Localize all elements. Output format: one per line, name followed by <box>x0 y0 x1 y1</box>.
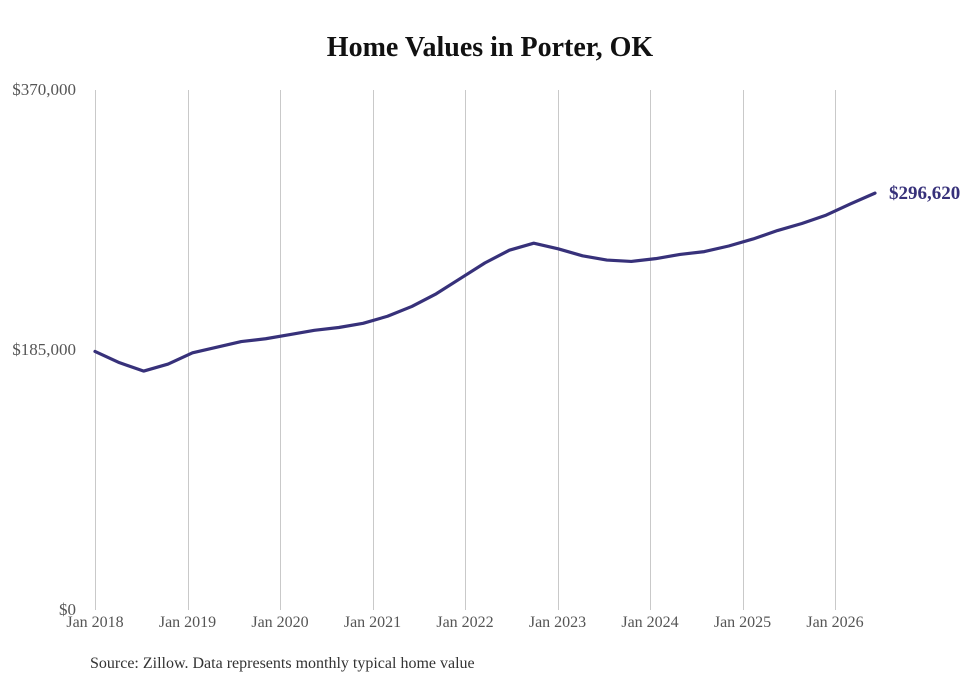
y-axis-tick-label: $370,000 <box>12 80 76 100</box>
end-value-label: $296,620 <box>889 183 960 205</box>
x-axis-tick-label: Jan 2019 <box>159 614 216 632</box>
home-value-line-chart[interactable] <box>90 90 890 610</box>
y-axis-tick-label: $0 <box>59 600 76 620</box>
source-text: Source: Zillow. Data represents monthly … <box>90 655 475 673</box>
x-axis-tick-label: Jan 2022 <box>436 614 493 632</box>
plot-area: Jan 2018 Jan 2019 Jan 2020 Jan 2021 Jan 2022… <box>90 90 890 610</box>
x-axis-tick-label: Jan 2025 <box>714 614 771 632</box>
y-axis-tick-label: $185,000 <box>12 340 76 360</box>
x-axis-tick-label: Jan 2026 <box>806 614 863 632</box>
chart-container: Home Values in Porter, OK Jan 2018 Jan 20… <box>0 0 980 699</box>
x-axis-tick-label: Jan 2023 <box>529 614 586 632</box>
x-axis-tick-label: Jan 2020 <box>251 614 308 632</box>
chart-title: Home Values in Porter, OK <box>0 32 980 64</box>
x-axis-tick-label: Jan 2024 <box>621 614 678 632</box>
x-axis-tick-label: Jan 2021 <box>344 614 401 632</box>
